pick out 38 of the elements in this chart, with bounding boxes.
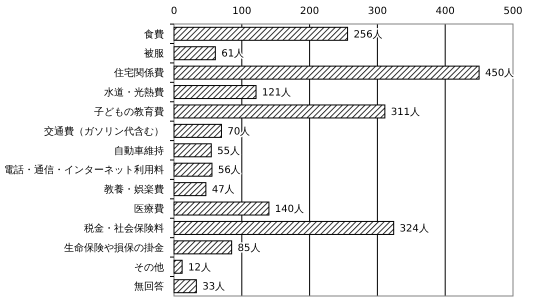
data-label: 12人 bbox=[188, 262, 211, 274]
x-tick-label: 500 bbox=[503, 6, 523, 17]
x-tick-label: 300 bbox=[368, 6, 387, 17]
bar bbox=[174, 124, 222, 138]
data-label: 140人 bbox=[274, 204, 304, 216]
x-tick-label: 0 bbox=[170, 6, 178, 17]
y-tick-label: 医療費 bbox=[134, 203, 164, 216]
y-tick-label: 交通費（ガソリン代含む） bbox=[44, 125, 164, 138]
bar bbox=[174, 240, 232, 254]
data-label: 450人 bbox=[485, 68, 514, 80]
y-tick-label: 電話・通信・インターネット利用料 bbox=[4, 164, 164, 176]
x-tick-label: 100 bbox=[232, 6, 252, 17]
bar bbox=[174, 279, 197, 294]
bar bbox=[174, 143, 212, 158]
y-tick-label: 税金・社会保険料 bbox=[84, 222, 164, 234]
y-tick-label: 被服 bbox=[144, 48, 164, 60]
y-tick-label: 水道・光熱費 bbox=[104, 86, 164, 99]
bar bbox=[174, 162, 212, 177]
data-label: 55人 bbox=[217, 146, 240, 157]
y-tick-label: 教養・娯楽費 bbox=[104, 184, 164, 196]
data-label: 47人 bbox=[212, 184, 235, 196]
data-label: 33人 bbox=[202, 282, 226, 293]
bar bbox=[174, 46, 216, 60]
y-tick-label: その他 bbox=[134, 261, 164, 274]
data-label: 311人 bbox=[390, 106, 420, 118]
y-tick-label: 生命保険や損保の掛金 bbox=[64, 242, 164, 254]
data-label: 324人 bbox=[400, 223, 429, 234]
y-tick-label: 食費 bbox=[144, 28, 164, 40]
bar bbox=[174, 182, 206, 196]
data-label: 56人 bbox=[218, 165, 241, 176]
y-tick-label: 子どもの教育費 bbox=[94, 106, 164, 118]
x-tick-label: 400 bbox=[436, 6, 455, 17]
x-tick-label: 200 bbox=[300, 6, 320, 17]
data-label: 121人 bbox=[262, 88, 292, 99]
bar bbox=[174, 260, 183, 274]
y-tick-label: 無回答 bbox=[134, 280, 164, 293]
y-tick-label: 住宅関係費 bbox=[114, 67, 164, 80]
y-tick-label: 自動車維持 bbox=[114, 144, 164, 157]
